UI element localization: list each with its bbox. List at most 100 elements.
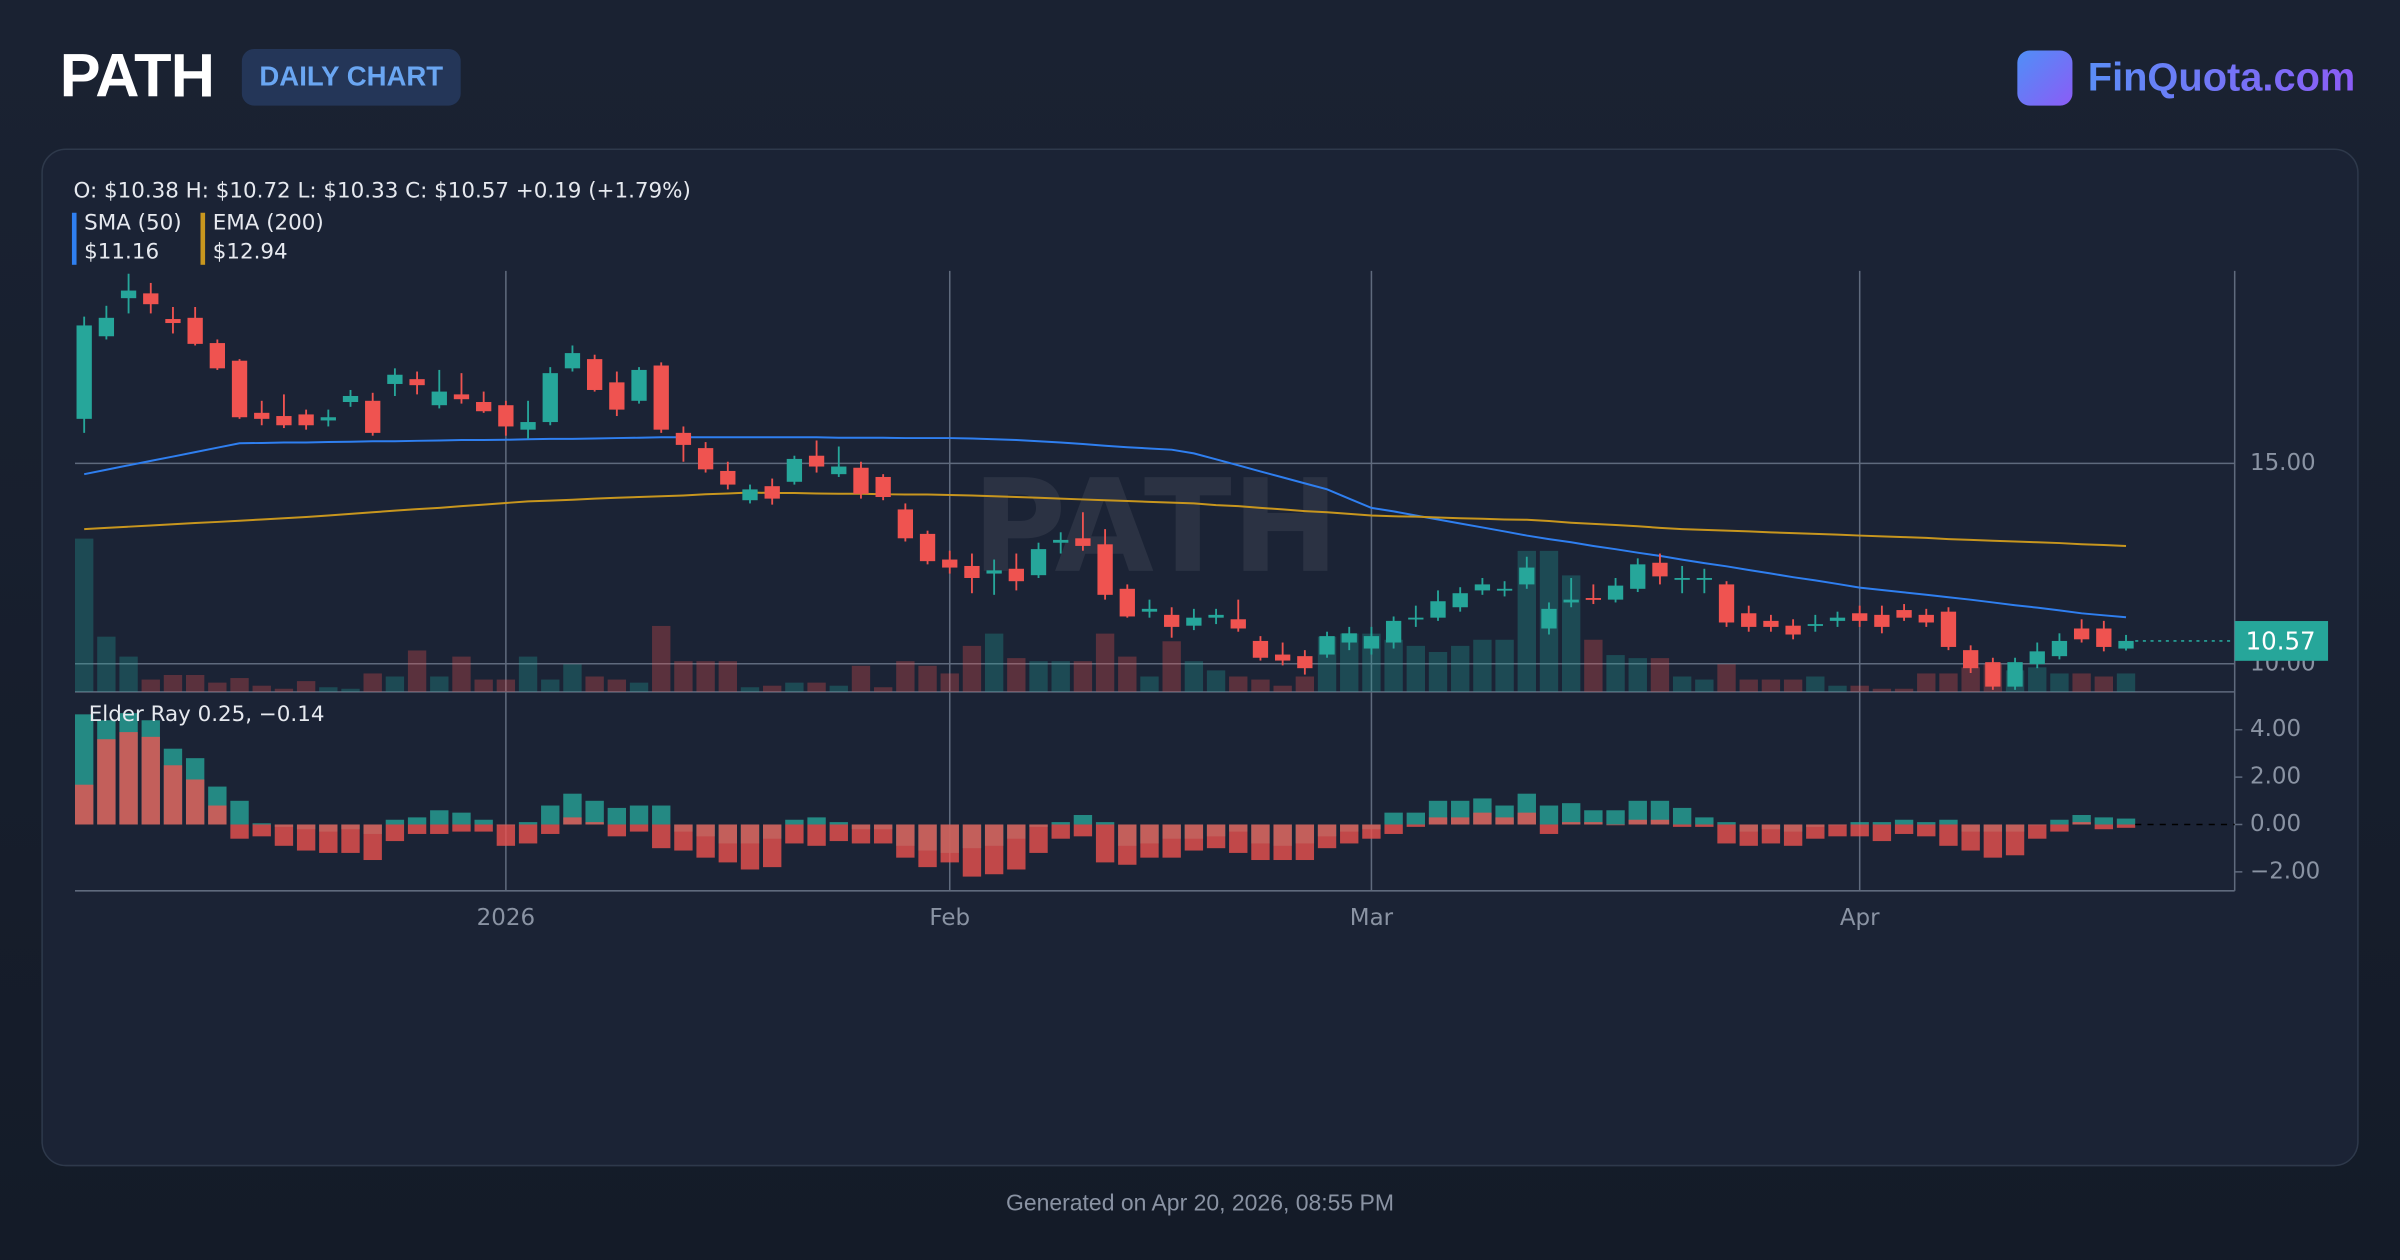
volume-bar (1473, 639, 1492, 692)
candle-body (720, 470, 736, 485)
y2-tick-label: 2.00 (2250, 764, 2301, 790)
y2-tick-label: −2.00 (2250, 858, 2320, 884)
elder-bar (1007, 824, 1026, 870)
elder-bar (1051, 822, 1070, 825)
volume-bar (1340, 633, 1359, 692)
elder-bar (1362, 824, 1381, 839)
volume-bar (141, 679, 160, 692)
elder-bar (319, 824, 338, 853)
elder-bar (940, 824, 959, 863)
volume-bar (541, 679, 560, 692)
candle-body (631, 369, 647, 401)
elder-bar (2050, 819, 2069, 825)
volume-bar (1029, 661, 1048, 692)
elder-bar (1894, 819, 1914, 825)
elder-bar (851, 824, 871, 844)
elder-bar (2005, 824, 2025, 856)
candle-body (919, 533, 936, 562)
x-tick-label: Feb (929, 905, 970, 931)
elder-bar (2072, 815, 2091, 825)
volume-bar (1051, 661, 1070, 692)
volume-bar (97, 636, 116, 692)
ticker: PATH (59, 42, 215, 111)
legend-name: EMA (200) (213, 210, 324, 235)
candle-body (1008, 568, 1024, 582)
elder-bar (1672, 824, 1692, 827)
elder-bar (141, 736, 160, 825)
elder-bar (452, 824, 471, 832)
candle-body (942, 559, 958, 568)
candle-body (764, 486, 780, 499)
candle-body (897, 509, 914, 539)
candle-body (1519, 567, 1535, 585)
elder-bar (185, 779, 205, 825)
candle-body (2051, 640, 2068, 657)
candle-body (320, 417, 336, 421)
volume-bar (1384, 639, 1403, 692)
candle-body (365, 400, 381, 433)
elder-bar (918, 824, 937, 868)
candle-body (1341, 633, 1357, 643)
candle-body (1896, 610, 1912, 618)
candle-body (1940, 611, 1957, 647)
elder-bar (1517, 812, 1536, 825)
candle-body (1097, 544, 1113, 595)
candle-body (1674, 577, 1690, 580)
x-tick-label: 2026 (477, 905, 535, 931)
elder-bar (984, 824, 1004, 875)
elder-bar (740, 824, 760, 870)
overlay-line (84, 491, 2127, 547)
candle-body (742, 489, 758, 501)
elder-bar (252, 823, 271, 825)
elder-bar (2094, 824, 2114, 830)
elder-bar (807, 817, 826, 825)
brand-name[interactable]: FinQuota.com (2087, 53, 2356, 100)
elder-bar (2050, 824, 2069, 832)
elder-bar (2094, 817, 2114, 825)
candle-body (98, 317, 115, 337)
indicator-title: Elder Ray 0.25, −0.14 (89, 702, 325, 727)
volume-bar (2050, 673, 2069, 692)
elder-bar (163, 765, 183, 825)
volume-bar (163, 674, 183, 692)
candle-body (675, 432, 692, 445)
elder-bar (763, 824, 782, 868)
candle-body (498, 405, 514, 427)
candle-body (964, 565, 980, 578)
volume-bar (1118, 656, 1137, 692)
candle-body (1408, 617, 1424, 620)
volume-bar (119, 656, 138, 692)
volume-bar (785, 682, 804, 692)
volume-bar (607, 679, 627, 692)
volume-bar (1251, 679, 1270, 692)
volume-bar (1517, 550, 1536, 692)
candle-body (1319, 636, 1335, 655)
volume-bar (962, 645, 982, 692)
candle-body (476, 402, 492, 412)
elder-bar (563, 817, 582, 825)
elder-bar (674, 824, 693, 851)
brand-logo (2017, 50, 2073, 106)
candle-body (542, 373, 558, 423)
elder-bar (208, 805, 227, 825)
candle-body (1874, 614, 1890, 627)
elder-bar (474, 824, 493, 832)
volume-bar (319, 687, 338, 692)
volume-bar (1917, 673, 1936, 692)
candle-body (1030, 549, 1047, 576)
volume-bar (430, 676, 449, 692)
elder-bar (1695, 817, 1714, 825)
candle-body (1496, 588, 1513, 591)
elder-bar (1584, 810, 1603, 825)
candle-body (2073, 628, 2090, 640)
elder-bar (1739, 824, 1758, 846)
elder-bar (1628, 819, 1647, 825)
elder-bar (829, 822, 848, 825)
candle-body (453, 394, 470, 400)
elder-bar (629, 805, 649, 825)
elder-bar (1295, 824, 1315, 861)
volume-bar (1850, 685, 1869, 692)
elder-bar (1317, 824, 1337, 849)
volume-bar (1961, 667, 1980, 692)
